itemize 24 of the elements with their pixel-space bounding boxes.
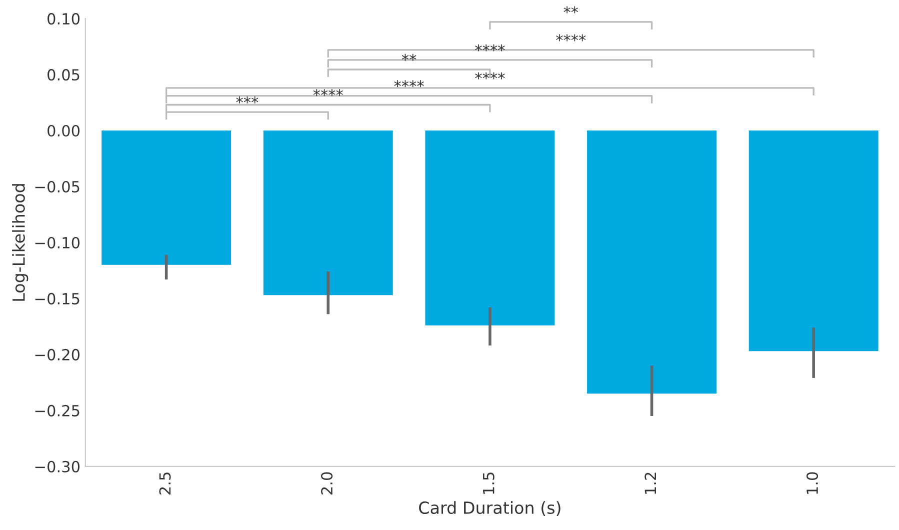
y-tick-label: −0.20 <box>35 348 80 360</box>
y-axis-title: Log-Likelihood <box>12 184 28 301</box>
annotation: **** <box>556 34 586 42</box>
y-tick-label: −0.05 <box>35 180 80 193</box>
y-tick-label: 0.05 <box>48 68 80 81</box>
annotation: ** <box>402 54 416 61</box>
x-tick-label: 2.5 <box>159 472 171 494</box>
text: ** <box>564 6 578 14</box>
y-tick-label: −0.30 <box>35 460 80 472</box>
x-tick-label: 1.0 <box>806 472 818 494</box>
y-tick-label: −0.10 <box>35 236 80 248</box>
x-axis-title: Card Duration (s) <box>419 501 560 516</box>
annotation: **** <box>313 89 343 96</box>
x-tick-label: 1.2 <box>644 472 656 494</box>
y-tick-label: 0.10 <box>48 13 80 25</box>
annotation: *** <box>236 96 258 104</box>
x-tick-label: 1.5 <box>483 472 494 494</box>
y-tick-label: −0.15 <box>35 292 80 304</box>
y-tick-label: −0.25 <box>35 404 80 416</box>
y-tick-label: 0.00 <box>48 124 80 137</box>
annotation: **** <box>475 44 505 52</box>
x-tick-label: 2.0 <box>321 472 333 494</box>
annotation: **** <box>475 72 505 80</box>
annotation: **** <box>394 80 424 88</box>
